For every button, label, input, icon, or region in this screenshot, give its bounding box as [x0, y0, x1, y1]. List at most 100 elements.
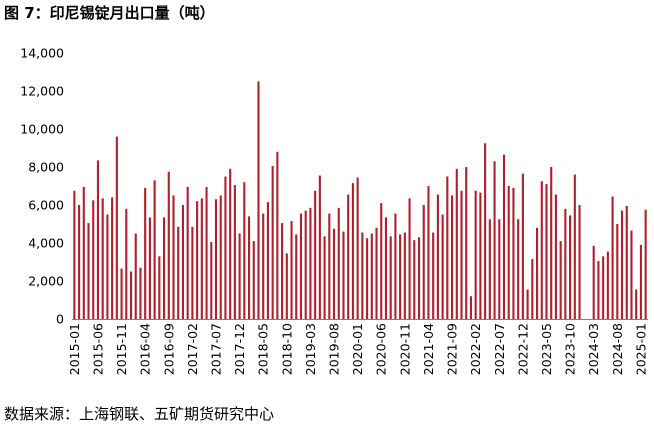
- bar-2015-11: [121, 269, 123, 319]
- x-tick-label: 2017-07: [209, 323, 224, 375]
- bar-2024-08: [616, 224, 618, 319]
- bar-2016-11: [177, 227, 179, 319]
- bar-series: [73, 82, 646, 320]
- bar-2022-11: [517, 219, 519, 319]
- x-tick-label: 2018-10: [279, 323, 294, 375]
- bar-2018-04: [257, 82, 259, 320]
- bar-2023-12: [578, 205, 580, 319]
- bar-2019-02: [305, 211, 307, 319]
- bar-2024-07: [612, 196, 614, 319]
- x-tick-label: 2020-01: [350, 323, 365, 375]
- bar-2015-05: [92, 200, 94, 319]
- x-tick-label: 2020-11: [397, 323, 412, 375]
- bar-2015-01: [73, 191, 75, 319]
- bar-2015-08: [106, 215, 108, 320]
- bar-2024-11: [630, 231, 632, 319]
- bar-2017-10: [229, 169, 231, 319]
- bar-2021-08: [446, 177, 448, 320]
- bar-2015-02: [78, 205, 80, 319]
- bar-2023-02: [531, 259, 533, 319]
- bar-2020-04: [371, 234, 373, 320]
- y-tick-label: 14,000: [20, 46, 64, 61]
- bar-2022-07: [498, 219, 500, 319]
- bar-2016-10: [172, 196, 174, 320]
- bar-2017-05: [206, 187, 208, 319]
- bar-2019-11: [347, 195, 349, 319]
- x-tick-label: 2016-09: [161, 323, 176, 375]
- bar-2022-08: [503, 155, 505, 319]
- bar-2024-06: [607, 252, 609, 319]
- bar-2017-08: [220, 196, 222, 320]
- bar-2018-07: [272, 166, 274, 319]
- bar-2018-10: [286, 253, 288, 319]
- bar-2017-07: [215, 199, 217, 319]
- y-tick-label: 12,000: [20, 84, 64, 99]
- bar-2024-09: [621, 211, 623, 319]
- bar-2023-03: [536, 228, 538, 319]
- bar-2024-04: [597, 261, 599, 319]
- bar-2020-05: [375, 228, 377, 319]
- bar-2019-04: [314, 191, 316, 319]
- bar-2020-03: [366, 238, 368, 319]
- bar-2024-03: [593, 246, 595, 319]
- bar-2018-01: [243, 182, 245, 319]
- bar-2015-09: [111, 197, 113, 319]
- x-tick-label: 2017-02: [185, 323, 200, 375]
- bar-2023-07: [555, 195, 557, 319]
- bar-2020-07: [385, 217, 387, 319]
- bar-2017-11: [234, 185, 236, 319]
- y-tick-label: 0: [56, 312, 64, 327]
- bar-2020-06: [380, 203, 382, 319]
- bar-2016-07: [158, 256, 160, 319]
- bar-2018-06: [267, 202, 269, 319]
- bar-2023-01: [527, 290, 529, 319]
- bar-2019-05: [319, 176, 321, 319]
- bar-2015-07: [102, 198, 104, 319]
- bar-2019-07: [328, 214, 330, 319]
- x-axis: 2015-01 2015-06 2015-11 2016-04 2016-09 2017-…: [67, 320, 649, 376]
- bar-2023-04: [541, 181, 543, 319]
- bar-2025-01: [640, 245, 642, 319]
- bar-2022-03: [479, 193, 481, 319]
- bar-2017-01: [187, 187, 189, 319]
- x-tick-label: 2021-04: [421, 323, 436, 375]
- bar-2015-06: [97, 160, 99, 319]
- bar-2017-06: [210, 242, 212, 319]
- bar-2015-04: [87, 223, 89, 319]
- bar-2016-05: [149, 217, 151, 319]
- bar-2022-12: [522, 174, 524, 319]
- bar-2021-07: [442, 215, 444, 320]
- bar-2021-11: [460, 191, 462, 319]
- x-tick-label: 2015-06: [90, 323, 105, 375]
- x-tick-label: 2023-05: [539, 323, 554, 375]
- y-tick-label: 2,000: [28, 274, 64, 289]
- bar-2021-03: [423, 205, 425, 319]
- bar-2022-05: [489, 219, 491, 319]
- bar-2020-12: [409, 198, 411, 319]
- bar-2018-12: [295, 234, 297, 319]
- bar-2023-05: [545, 184, 547, 319]
- bar-2016-02: [135, 234, 137, 320]
- bar-2025-02: [645, 210, 647, 319]
- bar-2019-01: [300, 214, 302, 319]
- bar-2022-01: [470, 296, 472, 319]
- x-tick-label: 2015-01: [67, 323, 82, 375]
- x-tick-label: 2020-06: [374, 323, 389, 375]
- bar-2017-12: [239, 234, 241, 320]
- bar-2016-01: [130, 272, 132, 320]
- bar-2023-11: [574, 175, 576, 319]
- y-tick-label: 6,000: [28, 198, 64, 213]
- bar-2016-12: [182, 205, 184, 319]
- x-tick-label: 2017-12: [232, 323, 247, 375]
- bar-2016-06: [154, 180, 156, 319]
- bar-2018-02: [248, 216, 250, 319]
- bar-2015-12: [125, 209, 127, 319]
- bar-2021-12: [465, 167, 467, 319]
- bar-2021-05: [432, 233, 434, 319]
- bar-2016-03: [139, 268, 141, 319]
- x-tick-label: 2022-07: [492, 323, 507, 375]
- x-tick-label: 2018-05: [256, 323, 271, 375]
- x-tick-label: 2024-08: [610, 323, 625, 375]
- bar-2018-03: [253, 241, 255, 319]
